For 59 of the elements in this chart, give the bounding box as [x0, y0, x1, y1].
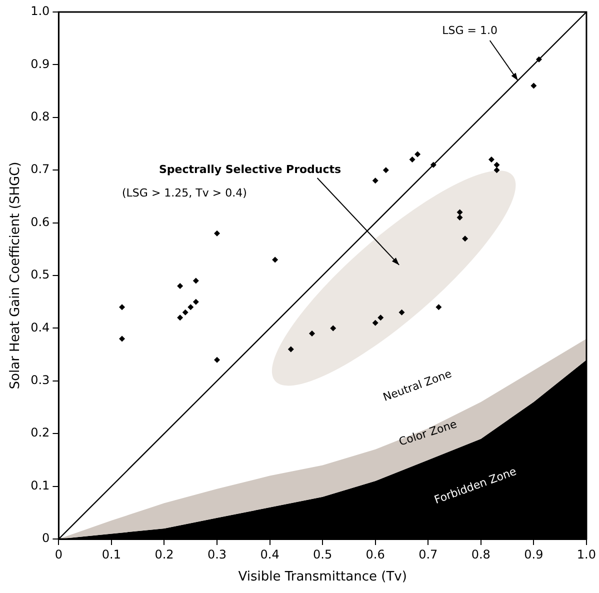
- point: [372, 178, 378, 184]
- x-tick-label: 0.2: [154, 547, 174, 562]
- point: [214, 356, 220, 363]
- x-tick-label: 0.1: [102, 547, 122, 562]
- x-tick-label: 0.5: [313, 547, 332, 562]
- y-tick-label: 0.1: [30, 478, 50, 492]
- x-tick-label: 0.6: [366, 547, 385, 562]
- point: [430, 162, 436, 168]
- x-tick-label: 0.7: [418, 547, 438, 562]
- x-tick-label: 0.3: [207, 547, 227, 562]
- point: [177, 283, 184, 290]
- point: [214, 230, 220, 236]
- y-tick-label: 0.5: [30, 268, 50, 282]
- point: [456, 214, 463, 221]
- y-tick-label: 0.7: [30, 162, 50, 176]
- point: [288, 346, 294, 352]
- point: [309, 330, 316, 336]
- point: [409, 156, 416, 163]
- point: [462, 236, 468, 242]
- annotation: Color Zone: [397, 417, 459, 448]
- point: [192, 278, 199, 284]
- point: [192, 298, 199, 305]
- annotation: LSG = 1.0: [442, 24, 498, 37]
- point: [372, 320, 378, 326]
- point: [536, 56, 542, 62]
- y-tick-label: 0: [42, 531, 50, 546]
- point: [494, 162, 500, 168]
- x-tick-label: 1.0: [576, 547, 596, 562]
- point: [382, 167, 389, 174]
- point: [119, 336, 126, 342]
- y-tick-label: 0.3: [30, 373, 50, 388]
- y-tick-label: 1.0: [30, 4, 50, 18]
- point: [488, 156, 494, 163]
- x-tick-label: 0: [54, 547, 63, 562]
- y-axis-title: Solar Heat Gain Coefficient (SHGC): [8, 162, 24, 390]
- point: [188, 304, 194, 310]
- point: [436, 304, 442, 310]
- x-tick-label: 0.4: [260, 547, 280, 562]
- point: [456, 209, 463, 216]
- point: [182, 309, 188, 316]
- point: [330, 325, 336, 332]
- point: [177, 314, 184, 321]
- annotation: (LSG > 1.25, Tv > 0.4): [122, 186, 247, 200]
- annotation: Spectrally Selective Products: [158, 162, 342, 176]
- point: [530, 82, 537, 89]
- point: [272, 256, 278, 263]
- y-tick-label: 0.9: [30, 56, 50, 71]
- x-axis-title: Visible Transmittance (Tv): [238, 570, 407, 585]
- x-tick-label: 0.8: [471, 547, 490, 562]
- y-tick-label: 0.4: [30, 320, 50, 334]
- y-tick-label: 0.6: [30, 214, 50, 229]
- point: [414, 151, 421, 158]
- point: [398, 309, 405, 316]
- y-tick-label: 0.8: [30, 110, 50, 124]
- point: [494, 167, 500, 174]
- y-tick-label: 0.2: [30, 426, 50, 440]
- x-tick-label: 0.9: [524, 547, 544, 562]
- point: [119, 304, 126, 310]
- point: [378, 314, 384, 321]
